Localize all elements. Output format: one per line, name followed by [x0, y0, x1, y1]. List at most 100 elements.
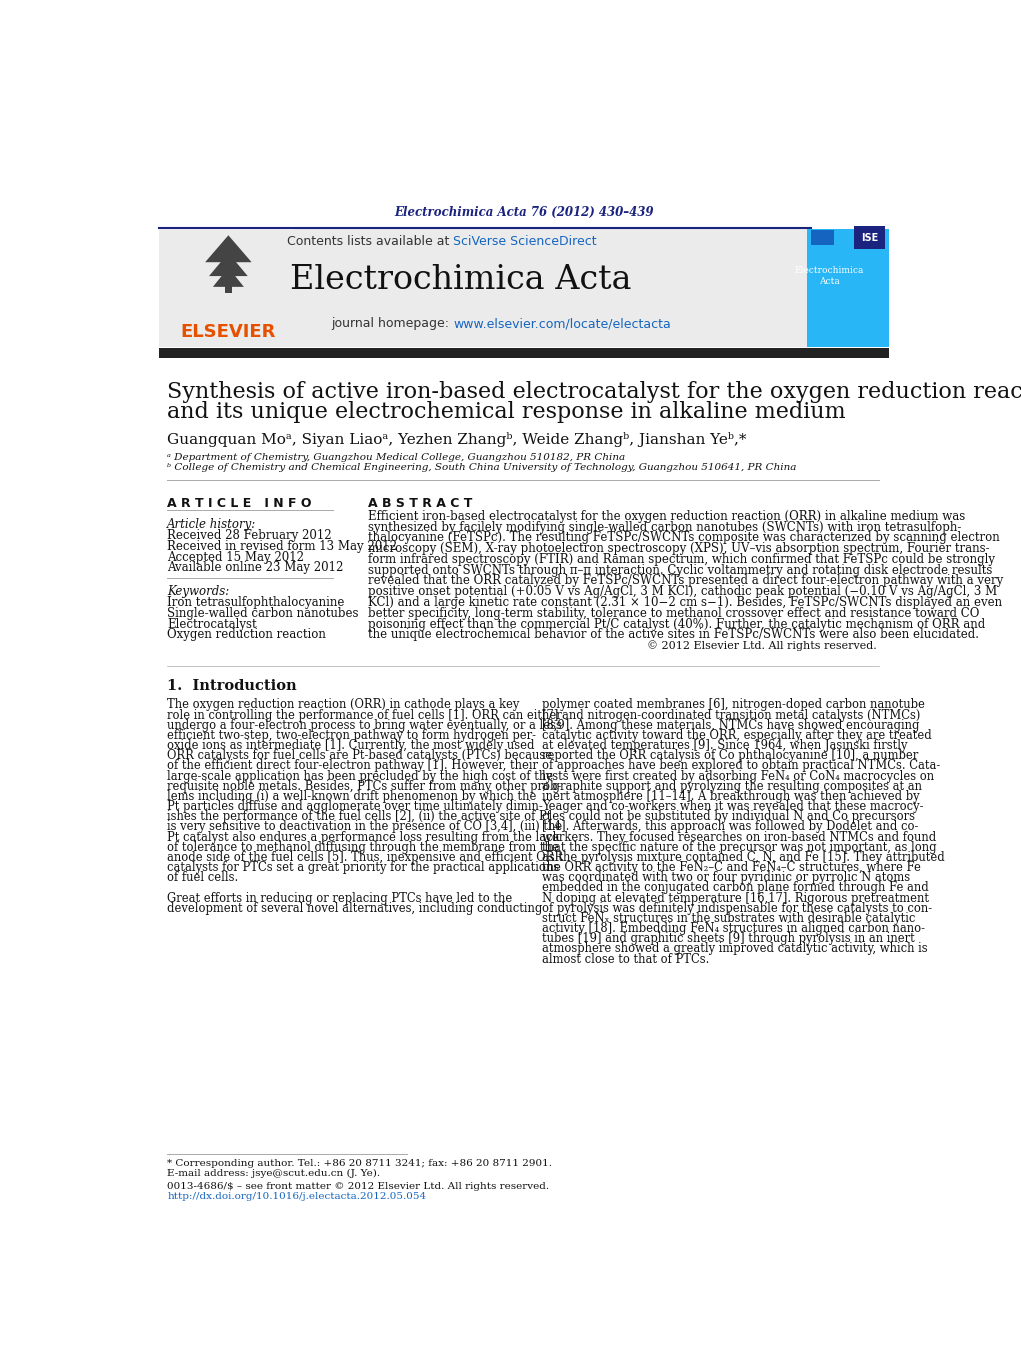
Text: ishes the performance of the fuel cells [2], (ii) the active site of Pt: ishes the performance of the fuel cells …: [167, 811, 551, 823]
Polygon shape: [212, 267, 244, 286]
Text: Guangquan Moᵃ, Siyan Liaoᵃ, Yezhen Zhangᵇ, Weide Zhangᵇ, Jianshan Yeᵇ,*: Guangquan Moᵃ, Siyan Liaoᵃ, Yezhen Zhang…: [167, 432, 746, 447]
Text: journal homepage:: journal homepage:: [331, 317, 453, 331]
Text: Received in revised form 13 May 2012: Received in revised form 13 May 2012: [167, 540, 397, 553]
Text: Available online 23 May 2012: Available online 23 May 2012: [167, 562, 343, 574]
Text: cles could not be substituted by individual N and Co precursors: cles could not be substituted by individ…: [542, 811, 915, 823]
Text: Efficient iron-based electrocatalyst for the oxygen reduction reaction (ORR) in : Efficient iron-based electrocatalyst for…: [368, 509, 965, 523]
Text: of the efficient direct four-electron pathway [1]. However, their: of the efficient direct four-electron pa…: [167, 759, 538, 773]
Text: N doping at elevated temperature [16,17]. Rigorous pretreatment: N doping at elevated temperature [16,17]…: [542, 892, 929, 905]
Text: The oxygen reduction reaction (ORR) in cathode plays a key: The oxygen reduction reaction (ORR) in c…: [167, 698, 520, 712]
Text: KCl) and a large kinetic rate constant (2.31 × 10−2 cm s−1). Besides, FeTSPc/SWC: KCl) and a large kinetic rate constant (…: [368, 596, 1002, 609]
Text: * Corresponding author. Tel.: +86 20 8711 3241; fax: +86 20 8711 2901.: * Corresponding author. Tel.: +86 20 871…: [167, 1159, 552, 1167]
Text: form infrared spectroscopy (FTIR) and Raman spectrum, which confirmed that FeTSP: form infrared spectroscopy (FTIR) and Ra…: [368, 553, 994, 566]
Text: [14]. Afterwards, this approach was followed by Dodelet and co-: [14]. Afterwards, this approach was foll…: [542, 820, 919, 834]
Text: and its unique electrochemical response in alkaline medium: and its unique electrochemical response …: [167, 401, 845, 423]
Text: struct FeNₓ structures in the substrates with desirable catalytic: struct FeNₓ structures in the substrates…: [542, 912, 916, 925]
Text: E-mail address: jsye@scut.edu.cn (J. Ye).: E-mail address: jsye@scut.edu.cn (J. Ye)…: [167, 1169, 380, 1178]
Bar: [158, 230, 294, 347]
Bar: [811, 230, 834, 246]
Text: at elevated temperatures [9]. Since 1964, when Jasinski firstly: at elevated temperatures [9]. Since 1964…: [542, 739, 908, 753]
Text: undergo a four-electron process to bring water eventually, or a less: undergo a four-electron process to bring…: [167, 719, 562, 732]
Text: polymer coated membranes [6], nitrogen-doped carbon nanotube: polymer coated membranes [6], nitrogen-d…: [542, 698, 925, 712]
Text: Synthesis of active iron-based electrocatalyst for the oxygen reduction reaction: Synthesis of active iron-based electroca…: [167, 381, 1021, 403]
Text: of fuel cells.: of fuel cells.: [167, 871, 238, 885]
Text: SciVerse ScienceDirect: SciVerse ScienceDirect: [453, 235, 596, 249]
Text: [7] and nitrogen-coordinated transition metal catalysts (NTMCs): [7] and nitrogen-coordinated transition …: [542, 709, 921, 721]
Text: efficient two-step, two-electron pathway to form hydrogen per-: efficient two-step, two-electron pathway…: [167, 730, 536, 742]
Text: of tolerance to methanol diffusing through the membrane from the: of tolerance to methanol diffusing throu…: [167, 840, 558, 854]
Text: catalytic activity toward the ORR, especially after they are treated: catalytic activity toward the ORR, espec…: [542, 730, 932, 742]
Text: Contents lists available at: Contents lists available at: [287, 235, 453, 249]
Text: development of several novel alternatives, including conducting: development of several novel alternative…: [167, 901, 542, 915]
Text: Electrochimica
Acta: Electrochimica Acta: [794, 266, 864, 286]
Text: supported onto SWCNTs through π–π interaction. Cyclic voltammetry and rotating d: supported onto SWCNTs through π–π intera…: [368, 563, 992, 577]
Polygon shape: [209, 253, 248, 276]
Text: © 2012 Elsevier Ltd. All rights reserved.: © 2012 Elsevier Ltd. All rights reserved…: [646, 640, 876, 651]
Text: reported the ORR catalysis of Co phthalocyanine [10], a number: reported the ORR catalysis of Co phthalo…: [542, 750, 919, 762]
Text: lems including (i) a well-known drift phenomenon by which the: lems including (i) a well-known drift ph…: [167, 790, 536, 802]
Text: Single-walled carbon nanotubes: Single-walled carbon nanotubes: [167, 607, 358, 620]
Text: of approaches have been explored to obtain practical NTMCs. Cata-: of approaches have been explored to obta…: [542, 759, 940, 773]
Text: 0013-4686/$ – see front matter © 2012 Elsevier Ltd. All rights reserved.: 0013-4686/$ – see front matter © 2012 El…: [167, 1182, 549, 1190]
Text: A R T I C L E   I N F O: A R T I C L E I N F O: [167, 497, 311, 509]
Text: embedded in the conjugated carbon plane formed through Fe and: embedded in the conjugated carbon plane …: [542, 881, 929, 894]
Text: poisoning effect than the commercial Pt/C catalyst (40%). Further, the catalytic: poisoning effect than the commercial Pt/…: [368, 617, 985, 631]
Text: revealed that the ORR catalyzed by FeTSPc/SWCNTs presented a direct four-electro: revealed that the ORR catalyzed by FeTSP…: [368, 574, 1003, 588]
Text: microscopy (SEM), X-ray photoelectron spectroscopy (XPS), UV–vis absorption spec: microscopy (SEM), X-ray photoelectron sp…: [368, 542, 989, 555]
Text: Accepted 15 May 2012: Accepted 15 May 2012: [167, 551, 304, 563]
Text: Electrochimica Acta: Electrochimica Acta: [290, 263, 632, 296]
Text: requisite noble metals. Besides, PTCs suffer from many other prob-: requisite noble metals. Besides, PTCs su…: [167, 780, 562, 793]
Text: activity [18]. Embedding FeN₄ structures in aligned carbon nano-: activity [18]. Embedding FeN₄ structures…: [542, 923, 925, 935]
Text: Article history:: Article history:: [167, 517, 256, 531]
Text: Keywords:: Keywords:: [167, 585, 230, 597]
Text: role in controlling the performance of fuel cells [1]. ORR can either: role in controlling the performance of f…: [167, 709, 562, 721]
Text: positive onset potential (+0.05 V vs Ag/AgCl, 3 M KCl), cathodic peak potential : positive onset potential (+0.05 V vs Ag/…: [368, 585, 998, 598]
Text: Great efforts in reducing or replacing PTCs have led to the: Great efforts in reducing or replacing P…: [167, 892, 513, 905]
Text: www.elsevier.com/locate/electacta: www.elsevier.com/locate/electacta: [453, 317, 671, 331]
Text: that the specific nature of the precursor was not important, as long: that the specific nature of the precurso…: [542, 840, 937, 854]
Text: almost close to that of PTCs.: almost close to that of PTCs.: [542, 952, 710, 966]
Text: is very sensitive to deactivation in the presence of CO [3,4], (iii) the: is very sensitive to deactivation in the…: [167, 820, 563, 834]
Text: the ORR activity to the FeN₂–C and FeN₄–C structures, where Fe: the ORR activity to the FeN₂–C and FeN₄–…: [542, 861, 921, 874]
Text: ELSEVIER: ELSEVIER: [181, 323, 276, 340]
Bar: [158, 347, 888, 358]
Text: Electrocatalyst: Electrocatalyst: [167, 617, 256, 631]
Text: ORR catalysts for fuel cells are Pt-based catalysts (PTCs) because: ORR catalysts for fuel cells are Pt-base…: [167, 750, 552, 762]
Text: thalocyanine (FeTSPc). The resulting FeTSPc/SWCNTs composite was characterized b: thalocyanine (FeTSPc). The resulting FeT…: [368, 531, 1000, 544]
Text: [8,9]. Among these materials, NTMCs have showed encouraging: [8,9]. Among these materials, NTMCs have…: [542, 719, 920, 732]
Text: tubes [19] and graphitic sheets [9] through pyrolysis in an inert: tubes [19] and graphitic sheets [9] thro…: [542, 932, 915, 946]
Text: lysts were first created by adsorbing FeN₄ or CoN₄ macrocycles on: lysts were first created by adsorbing Fe…: [542, 770, 934, 782]
Text: was coordinated with two or four pyridinic or pyrrolic N atoms: was coordinated with two or four pyridin…: [542, 871, 911, 885]
Text: better specificity, long-term stability, tolerance to methanol crossover effect : better specificity, long-term stability,…: [368, 607, 979, 620]
Polygon shape: [205, 235, 251, 262]
Text: Iron tetrasulfophthalocyanine: Iron tetrasulfophthalocyanine: [167, 596, 344, 609]
Text: a graphite support and pyrolyzing the resulting composites at an: a graphite support and pyrolyzing the re…: [542, 780, 922, 793]
Bar: [158, 230, 810, 347]
Text: 1.  Introduction: 1. Introduction: [167, 678, 297, 693]
Text: Electrochimica Acta 76 (2012) 430–439: Electrochimica Acta 76 (2012) 430–439: [394, 205, 653, 219]
Text: large-scale application has been precluded by the high cost of the: large-scale application has been preclud…: [167, 770, 553, 782]
Text: atmosphere showed a greatly improved catalytic activity, which is: atmosphere showed a greatly improved cat…: [542, 943, 928, 955]
Bar: [808, 230, 888, 347]
Text: Oxygen reduction reaction: Oxygen reduction reaction: [167, 628, 326, 642]
Text: ᵃ Department of Chemistry, Guangzhou Medical College, Guangzhou 510182, PR China: ᵃ Department of Chemistry, Guangzhou Med…: [167, 453, 625, 462]
Text: catalysts for PTCs set a great priority for the practical applications: catalysts for PTCs set a great priority …: [167, 861, 560, 874]
Text: Yeager and co-workers when it was revealed that these macrocy-: Yeager and co-workers when it was reveal…: [542, 800, 924, 813]
Text: inert atmosphere [11–14]. A breakthrough was then achieved by: inert atmosphere [11–14]. A breakthrough…: [542, 790, 920, 802]
Text: oxide ions as intermediate [1]. Currently, the most widely used: oxide ions as intermediate [1]. Currentl…: [167, 739, 535, 753]
Text: synthesized by facilely modifying single-walled carbon nanotubes (SWCNTs) with i: synthesized by facilely modifying single…: [368, 520, 961, 534]
Text: ISE: ISE: [861, 232, 878, 243]
Text: Received 28 February 2012: Received 28 February 2012: [167, 530, 332, 542]
Bar: [854, 226, 885, 249]
Text: ᵇ College of Chemistry and Chemical Engineering, South China University of Techn: ᵇ College of Chemistry and Chemical Engi…: [167, 463, 796, 473]
Text: of pyrolysis was definitely indispensable for these catalysts to con-: of pyrolysis was definitely indispensabl…: [542, 901, 932, 915]
Text: anode side of the fuel cells [5]. Thus, inexpensive and efficient ORR: anode side of the fuel cells [5]. Thus, …: [167, 851, 564, 863]
Text: workers. They focused researches on iron-based NTMCs and found: workers. They focused researches on iron…: [542, 831, 936, 843]
Text: A B S T R A C T: A B S T R A C T: [368, 497, 473, 509]
Text: Pt catalyst also endures a performance loss resulting from the lack: Pt catalyst also endures a performance l…: [167, 831, 560, 843]
Text: the unique electrochemical behavior of the active sites in FeTSPc/SWCNTs were al: the unique electrochemical behavior of t…: [368, 628, 979, 642]
Text: http://dx.doi.org/10.1016/j.electacta.2012.05.054: http://dx.doi.org/10.1016/j.electacta.20…: [167, 1192, 427, 1201]
Text: Pt particles diffuse and agglomerate over time ultimately dimin-: Pt particles diffuse and agglomerate ove…: [167, 800, 543, 813]
Bar: [225, 277, 232, 293]
Text: as the pyrolysis mixture contained C, N, and Fe [15]. They attributed: as the pyrolysis mixture contained C, N,…: [542, 851, 945, 863]
